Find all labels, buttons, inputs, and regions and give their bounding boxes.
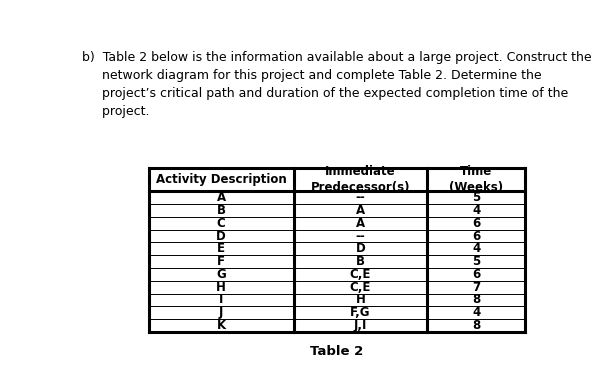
Text: D: D <box>356 242 365 255</box>
Text: D: D <box>216 230 226 242</box>
Text: b)  Table 2 below is the information available about a large project. Construct : b) Table 2 below is the information avai… <box>81 51 591 64</box>
Text: 5: 5 <box>472 191 480 204</box>
Text: 8: 8 <box>472 293 480 307</box>
Text: Table 2: Table 2 <box>310 345 364 359</box>
Text: --: -- <box>356 230 365 242</box>
Text: 4: 4 <box>472 204 480 217</box>
Text: J: J <box>219 306 223 319</box>
Text: B: B <box>356 255 365 268</box>
Text: A: A <box>356 217 365 230</box>
Text: 7: 7 <box>472 281 480 294</box>
Text: H: H <box>216 281 226 294</box>
Text: 4: 4 <box>472 306 480 319</box>
Text: K: K <box>217 319 226 332</box>
Text: 6: 6 <box>472 217 480 230</box>
Text: Time
(Weeks): Time (Weeks) <box>449 165 503 194</box>
Text: H: H <box>356 293 365 307</box>
Text: 4: 4 <box>472 242 480 255</box>
Text: project.: project. <box>81 105 149 118</box>
Text: network diagram for this project and complete Table 2. Determine the: network diagram for this project and com… <box>81 69 541 82</box>
Text: 5: 5 <box>472 255 480 268</box>
Text: B: B <box>217 204 226 217</box>
Text: E: E <box>217 242 225 255</box>
Text: C,E: C,E <box>350 268 371 281</box>
Text: Immediate
Predecessor(s): Immediate Predecessor(s) <box>311 165 410 194</box>
Text: 6: 6 <box>472 268 480 281</box>
Text: A: A <box>356 204 365 217</box>
Text: --: -- <box>356 191 365 204</box>
Text: I: I <box>219 293 223 307</box>
Text: 8: 8 <box>472 319 480 332</box>
Text: F: F <box>217 255 225 268</box>
Text: C,E: C,E <box>350 281 371 294</box>
Text: C: C <box>217 217 226 230</box>
Text: 6: 6 <box>472 230 480 242</box>
Text: Activity Description: Activity Description <box>156 173 287 186</box>
Text: G: G <box>216 268 226 281</box>
Text: J,I: J,I <box>354 319 367 332</box>
Text: A: A <box>217 191 226 204</box>
Text: F,G: F,G <box>350 306 371 319</box>
Text: project’s critical path and duration of the expected completion time of the: project’s critical path and duration of … <box>81 87 568 100</box>
